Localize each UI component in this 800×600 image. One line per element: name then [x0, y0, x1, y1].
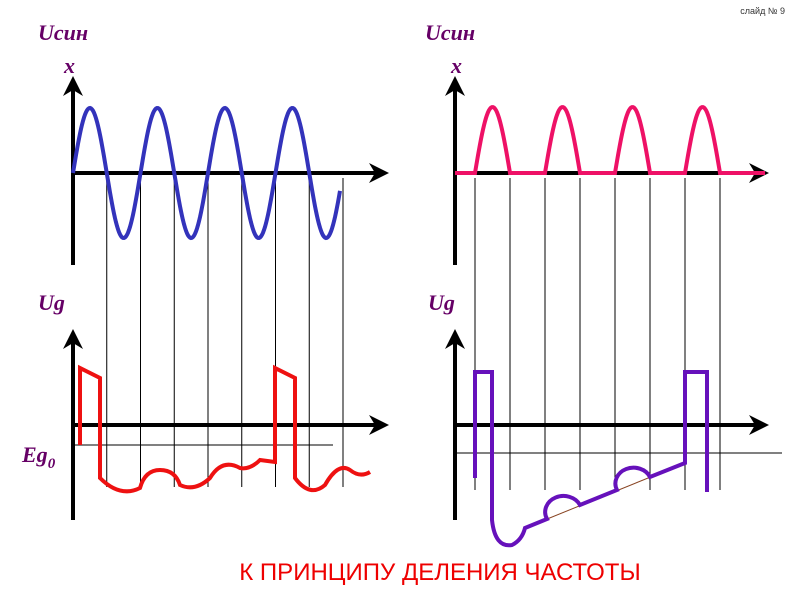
rectified-wave	[455, 105, 765, 175]
sine-wave	[71, 105, 342, 241]
left-grid	[106, 178, 344, 487]
bottom-label: Ug	[428, 290, 455, 315]
top-label: Uсин	[425, 20, 475, 45]
level-label-main: Eg	[21, 442, 48, 467]
top-label-sub: х	[450, 53, 462, 78]
slide-title: К ПРИНЦИПУ ДЕЛЕНИЯ ЧАСТОТЫ	[239, 559, 640, 586]
output-wave	[78, 364, 372, 494]
level-label: Eg0	[21, 442, 56, 472]
top-label-sub: х	[63, 53, 75, 78]
level-label-sub: 0	[48, 456, 56, 472]
output-wave	[473, 370, 709, 548]
bottom-label: Ug	[38, 290, 65, 315]
top-label: Uсин	[38, 20, 88, 45]
slide-number: слайд № 9	[740, 6, 785, 16]
